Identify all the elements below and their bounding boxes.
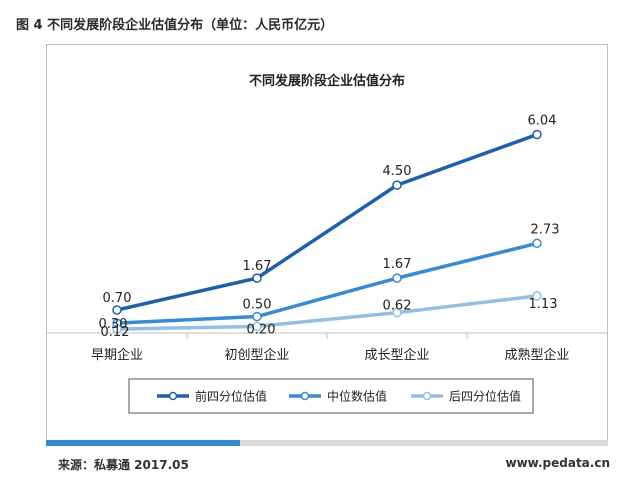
- site-url: www.pedata.cn: [505, 456, 610, 470]
- data-point: [112, 305, 122, 315]
- chart-frame: 不同发展阶段企业估值分布 早期企业 初创型企业 成长型企业 成熟型企业 0.70 1.6…: [46, 44, 608, 446]
- legend-marker: [422, 391, 432, 401]
- x-axis-ticks: [186, 333, 468, 339]
- data-point: [252, 311, 262, 322]
- data-point: [252, 273, 262, 283]
- series-line: [116, 294, 538, 331]
- data-label: 1.67: [243, 259, 272, 274]
- legend-label: 前四分位估值: [195, 389, 267, 404]
- data-label: 0.62: [383, 299, 412, 314]
- legend-label: 后四分位估值: [449, 389, 521, 404]
- data-label: 4.50: [383, 164, 412, 179]
- x-tick-label: 早期企业: [91, 347, 143, 363]
- series-line: [116, 241, 538, 325]
- data-label: 2.73: [531, 222, 560, 237]
- data-point: [252, 321, 262, 332]
- x-tick-label: 初创型企业: [224, 347, 289, 363]
- legend: 前四分位估值 中位数估值 后四分位估值: [157, 389, 521, 404]
- data-point: [392, 273, 402, 283]
- x-tick-label: 成长型企业: [364, 347, 429, 363]
- data-label: 1.13: [529, 297, 558, 312]
- data-label: 0.12: [101, 325, 130, 340]
- data-point: [532, 238, 542, 249]
- chart-title: 不同发展阶段企业估值分布: [249, 73, 405, 89]
- line-chart: 不同发展阶段企业估值分布 早期企业 初创型企业 成长型企业 成熟型企业 0.70 1.6…: [47, 73, 607, 414]
- data-point: [112, 324, 122, 334]
- data-point: [532, 129, 542, 140]
- data-point: [532, 291, 542, 301]
- data-label: 0.50: [243, 298, 272, 313]
- data-label: 0.30: [99, 317, 128, 332]
- footer-bar: [46, 440, 608, 446]
- data-label: 1.67: [383, 257, 412, 272]
- data-label: 6.04: [528, 114, 557, 129]
- series-line: [116, 132, 538, 312]
- figure-caption: 图 4 不同发展阶段企业估值分布（单位：人民币亿元）: [16, 18, 334, 33]
- series-lines: [116, 132, 538, 331]
- x-axis-labels: 早期企业 初创型企业 成长型企业 成熟型企业: [91, 347, 570, 363]
- legend-marker: [300, 391, 310, 401]
- series-points: [112, 129, 542, 334]
- source-note: 来源：私募通 2017.05: [58, 458, 189, 472]
- data-label: 0.20: [247, 322, 276, 337]
- footer-bar-accent: [46, 440, 240, 446]
- data-labels: 0.70 1.67 4.50 6.04 0.30 0.50 1.67 2.73 0.12 0.20…: [99, 114, 560, 341]
- legend-box: [128, 378, 534, 414]
- data-label: 0.70: [103, 291, 132, 306]
- legend-marker: [168, 391, 178, 401]
- legend-label: 中位数估值: [327, 389, 387, 404]
- data-point: [392, 307, 402, 318]
- data-point: [392, 180, 402, 190]
- x-tick-label: 成熟型企业: [504, 347, 569, 363]
